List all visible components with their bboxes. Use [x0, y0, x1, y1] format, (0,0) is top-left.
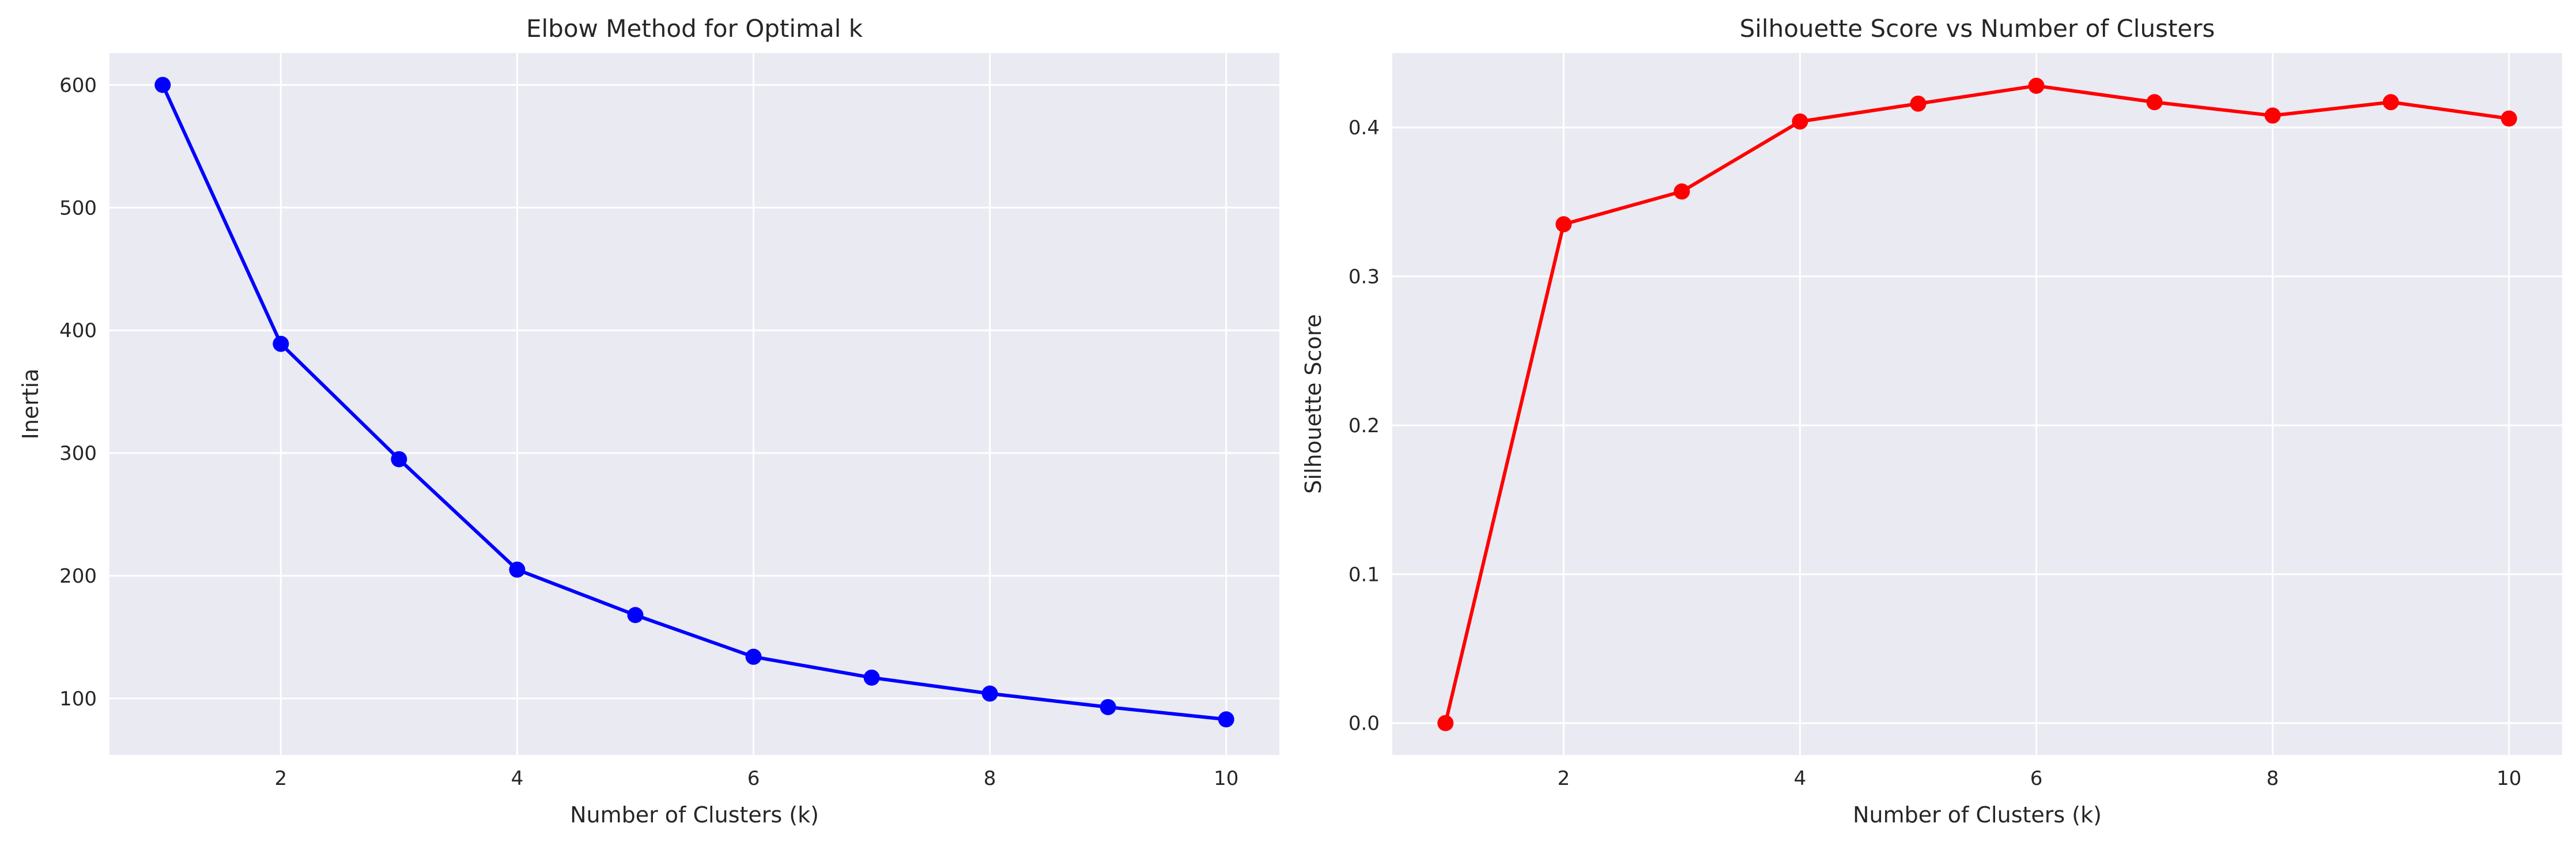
elbow-data-point	[1100, 698, 1116, 715]
elbow-y-tick-label: 400	[59, 319, 97, 342]
elbow-y-axis-label: Inertia	[18, 368, 43, 439]
silhouette-y-tick-label: 0.4	[1349, 116, 1380, 139]
elbow-y-ticks: 100 200 300 400 500 600	[59, 74, 97, 711]
elbow-data-point	[391, 451, 407, 467]
elbow-data-point	[863, 669, 880, 686]
silhouette-x-tick-label: 10	[2496, 767, 2521, 790]
elbow-series	[154, 77, 1234, 728]
silhouette-data-point	[1674, 183, 1690, 200]
elbow-y-tick-label: 300	[59, 442, 97, 465]
elbow-x-tick-label: 6	[747, 767, 760, 790]
elbow-x-tick-label: 2	[275, 767, 288, 790]
elbow-data-point	[154, 77, 171, 93]
silhouette-data-point	[2264, 107, 2281, 124]
elbow-data-point	[745, 648, 762, 665]
elbow-y-tick-label: 100	[59, 688, 97, 711]
silhouette-data-point	[1792, 113, 1808, 130]
elbow-x-tick-label: 4	[511, 767, 524, 790]
elbow-x-tick-label: 8	[984, 767, 996, 790]
silhouette-data-point	[2146, 94, 2163, 111]
elbow-chart: 2 4 6 8 10 100 200 300 400 500 600 Elbow Method f…	[18, 14, 1279, 828]
elbow-x-tick-label: 10	[1214, 767, 1238, 790]
silhouette-series-line	[1444, 84, 2510, 724]
silhouette-data-point	[2028, 77, 2045, 94]
silhouette-series	[1437, 77, 2517, 731]
silhouette-grid	[1392, 53, 2562, 755]
elbow-x-ticks: 2 4 6 8 10	[275, 767, 1239, 790]
silhouette-x-tick-label: 4	[1794, 767, 1807, 790]
elbow-grid	[109, 53, 1279, 755]
silhouette-x-ticks: 2 4 6 8 10	[1558, 767, 2522, 790]
silhouette-chart: 2 4 6 8 10 0.0 0.1 0.2 0.3 0.4 Silhouette Score …	[1301, 14, 2562, 828]
silhouette-y-axis-label: Silhouette Score	[1301, 314, 1326, 494]
silhouette-x-axis-label: Number of Clusters (k)	[1853, 802, 2102, 828]
elbow-series-line	[161, 84, 1227, 722]
silhouette-x-tick-label: 6	[2030, 767, 2043, 790]
silhouette-y-tick-label: 0.1	[1349, 563, 1380, 586]
silhouette-plot-area	[1392, 53, 2562, 755]
silhouette-y-tick-label: 0.0	[1349, 712, 1380, 735]
elbow-data-point	[509, 561, 526, 578]
elbow-data-point	[627, 607, 644, 624]
silhouette-data-point	[1555, 216, 1572, 233]
elbow-data-point	[273, 335, 289, 352]
silhouette-data-point	[2382, 94, 2399, 111]
silhouette-x-tick-label: 2	[1558, 767, 1570, 790]
silhouette-x-tick-label: 8	[2267, 767, 2279, 790]
silhouette-chart-title: Silhouette Score vs Number of Clusters	[1740, 14, 2215, 43]
silhouette-y-tick-label: 0.2	[1349, 414, 1380, 437]
silhouette-data-point	[2501, 110, 2517, 127]
silhouette-y-ticks: 0.0 0.1 0.2 0.3 0.4	[1349, 116, 1380, 735]
elbow-y-tick-label: 600	[59, 74, 97, 97]
elbow-chart-title: Elbow Method for Optimal k	[526, 14, 863, 43]
elbow-y-tick-label: 200	[59, 565, 97, 588]
elbow-x-axis-label: Number of Clusters (k)	[570, 802, 819, 828]
elbow-data-point	[981, 685, 998, 702]
elbow-data-point	[1218, 711, 1234, 728]
silhouette-data-point	[1437, 715, 1454, 731]
elbow-y-tick-label: 500	[59, 197, 97, 220]
silhouette-y-tick-label: 0.3	[1349, 266, 1380, 289]
silhouette-data-point	[1910, 95, 1927, 112]
elbow-plot-area	[109, 53, 1279, 755]
